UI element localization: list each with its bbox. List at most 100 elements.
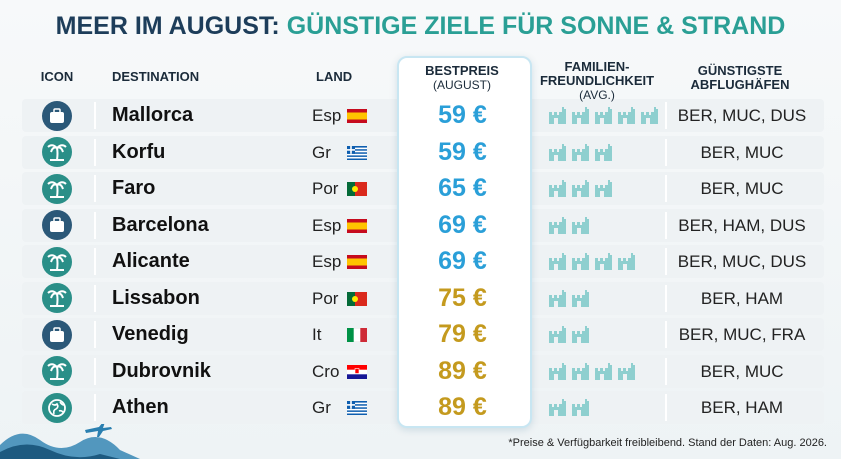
row-divider bbox=[665, 211, 667, 239]
country-flag bbox=[347, 364, 367, 379]
destination: Lissabon bbox=[112, 286, 200, 309]
table-row: Faro Por 65 € BER, MUC bbox=[22, 172, 824, 205]
family-icon bbox=[595, 107, 612, 124]
footnote: *Preise & Verfügbarkeit freibleibend. St… bbox=[508, 437, 827, 449]
header-line: LAND bbox=[316, 69, 353, 84]
header-line: GÜNSTIGSTE bbox=[697, 63, 783, 78]
airports: BER, MUC bbox=[700, 142, 784, 162]
destination: Barcelona bbox=[112, 213, 209, 236]
family-icon bbox=[572, 326, 589, 343]
country: Por bbox=[312, 179, 339, 198]
row-divider bbox=[665, 138, 667, 166]
header-line: FAMILIEN- bbox=[564, 59, 630, 74]
family-icon bbox=[549, 107, 566, 124]
destination-icon bbox=[42, 283, 72, 313]
header-line: BESTPREIS bbox=[425, 63, 499, 78]
table-row: Mallorca Esp 59 € BER, MUC, DUS bbox=[22, 99, 824, 132]
destination: Venedig bbox=[112, 323, 189, 345]
title-part: MEER IM AUGUST: bbox=[55, 12, 280, 40]
country: Por bbox=[312, 288, 339, 308]
family-icon bbox=[549, 143, 566, 161]
column-header: GÜNSTIGSTE ABFLUGHÄFEN bbox=[660, 64, 820, 92]
family-icon bbox=[618, 107, 635, 124]
price: 69 € bbox=[438, 210, 487, 239]
country-flag bbox=[347, 145, 367, 160]
airports: BER, HAM bbox=[700, 398, 784, 417]
family-icon bbox=[641, 107, 658, 124]
family-icon bbox=[549, 399, 566, 416]
airports: BER, MUC bbox=[700, 361, 784, 381]
country-flag bbox=[347, 328, 367, 342]
table-row: Alicante Esp 69 € BER, MUC, DUS bbox=[22, 245, 824, 278]
family-icon bbox=[572, 362, 589, 380]
family-icon bbox=[572, 216, 589, 234]
row-divider bbox=[94, 357, 96, 385]
price: 89 € bbox=[438, 393, 487, 421]
table-row: Athen Gr 89 € BER, HAM bbox=[22, 391, 824, 424]
wave-decoration bbox=[0, 422, 140, 459]
airports: BER, MUC, DUS bbox=[677, 252, 807, 271]
price: 75 € bbox=[438, 283, 487, 312]
row-divider bbox=[665, 284, 667, 312]
row-divider bbox=[665, 357, 667, 385]
row-divider bbox=[665, 321, 667, 348]
column-header: DESTINATION bbox=[112, 70, 199, 84]
row-divider bbox=[94, 211, 96, 239]
family-icon bbox=[595, 143, 612, 161]
country: Esp bbox=[312, 252, 342, 271]
country: Esp bbox=[312, 106, 342, 125]
family-icon bbox=[572, 180, 589, 197]
header-line: (AUGUST) bbox=[433, 78, 491, 92]
family-icon bbox=[572, 107, 589, 124]
row-divider bbox=[665, 102, 667, 129]
row-divider bbox=[94, 394, 96, 421]
family-icon bbox=[549, 216, 566, 234]
price: 59 € bbox=[438, 137, 487, 166]
family-icon bbox=[618, 253, 635, 270]
family-icon bbox=[572, 399, 589, 416]
airports: BER, MUC, FRA bbox=[678, 325, 806, 344]
country: It bbox=[312, 325, 322, 344]
family-icon bbox=[595, 362, 612, 380]
title: MEER IM AUGUST: GÜNSTIGE ZIELE FÜR SONNE… bbox=[0, 12, 841, 41]
destination-icon bbox=[42, 392, 72, 423]
destination: Alicante bbox=[112, 250, 190, 272]
title-part: GÜNSTIGE ZIELE FÜR SONNE & STRAND bbox=[286, 12, 786, 40]
price-card bbox=[397, 56, 532, 428]
family-icon bbox=[595, 180, 612, 197]
family-icon bbox=[618, 362, 635, 380]
family-icon bbox=[572, 253, 589, 270]
country-flag bbox=[347, 182, 367, 196]
country-flag bbox=[347, 291, 367, 306]
header-line: ICON bbox=[40, 69, 74, 84]
destination: Athen bbox=[112, 396, 169, 418]
header-line: (AVG.) bbox=[579, 88, 615, 102]
destination: Mallorca bbox=[112, 104, 194, 126]
airports: BER, MUC, DUS bbox=[677, 106, 807, 125]
destination-icon bbox=[42, 210, 72, 240]
header-line: DESTINATION bbox=[112, 69, 200, 84]
country-flag bbox=[347, 218, 367, 233]
price: 89 € bbox=[438, 356, 487, 385]
column-header: FAMILIEN- FREUNDLICHKEIT (AVG.) bbox=[517, 59, 677, 103]
destination: Korfu bbox=[112, 140, 166, 163]
row-divider bbox=[665, 248, 667, 275]
row-divider bbox=[94, 175, 96, 202]
row-divider bbox=[665, 175, 667, 202]
table-row: Barcelona Esp 69 € BER, HAM, DUS bbox=[22, 208, 824, 242]
family-icon bbox=[572, 143, 589, 161]
row-divider bbox=[665, 394, 667, 421]
destination-icon bbox=[42, 173, 72, 204]
family-icon bbox=[549, 362, 566, 380]
family-icon bbox=[595, 253, 612, 270]
price: 79 € bbox=[438, 320, 487, 348]
row-divider bbox=[94, 284, 96, 312]
table-row: Lissabon Por 75 € BER, HAM bbox=[22, 281, 824, 315]
header-line: FREUNDLICHKEIT bbox=[539, 73, 655, 88]
country: Gr bbox=[312, 142, 331, 162]
destination: Dubrovnik bbox=[112, 359, 211, 382]
destination-icon bbox=[42, 319, 72, 350]
country: Cro bbox=[312, 361, 340, 381]
country: Esp bbox=[312, 215, 342, 235]
column-header: BESTPREIS (AUGUST) bbox=[382, 63, 542, 93]
